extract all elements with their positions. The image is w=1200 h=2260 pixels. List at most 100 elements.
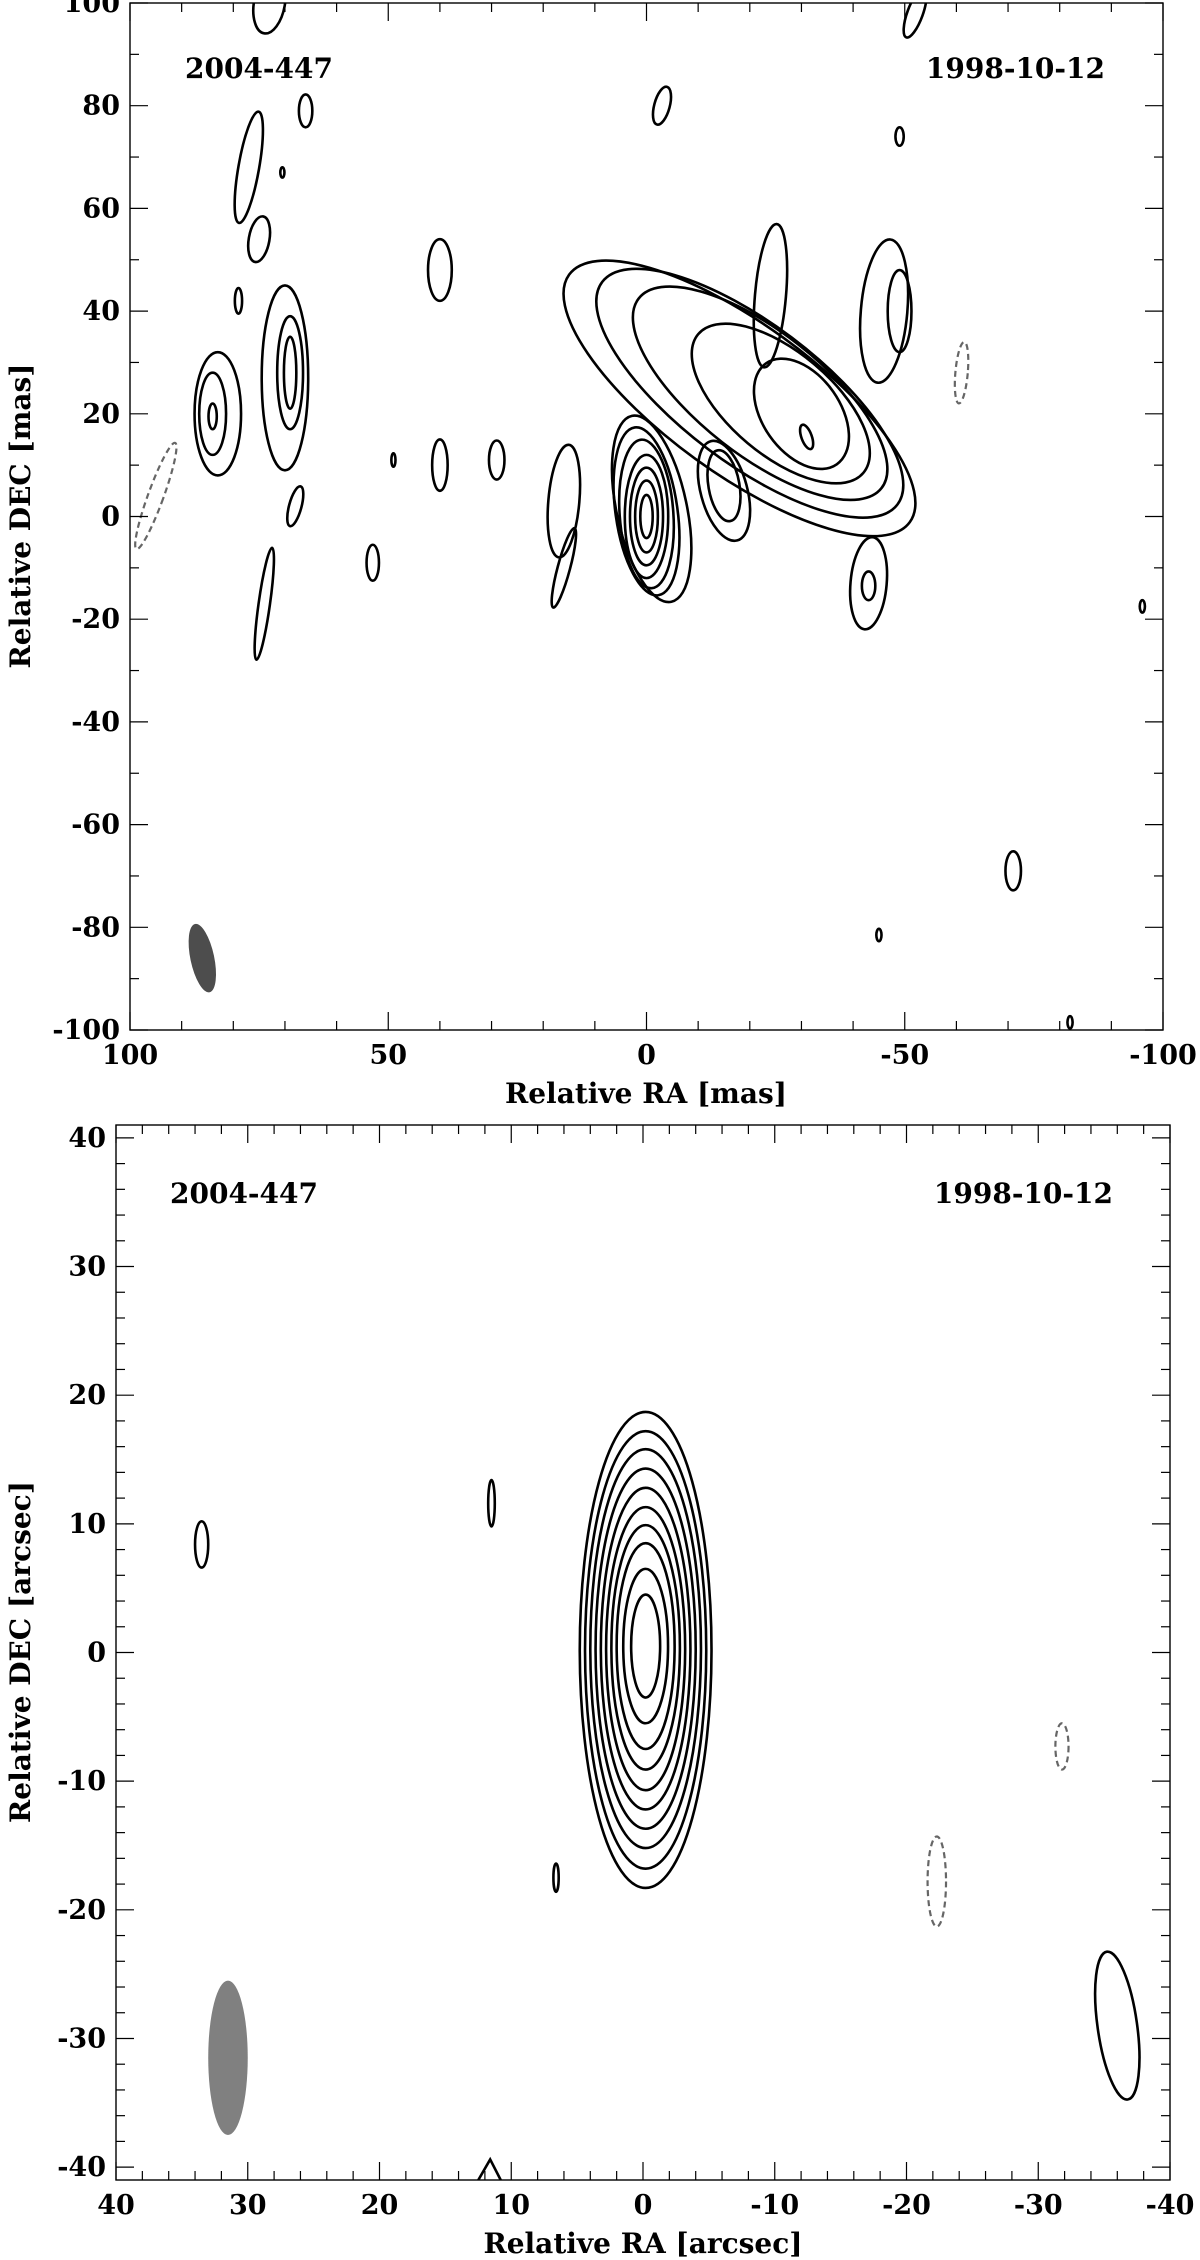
contour-24 (546, 443, 582, 559)
panel-mas: 100 50 0 -50 -100100806040200-20-40-60-80-10… (4, 0, 1197, 1110)
contour-10 (752, 357, 851, 471)
contour-layer (134, 3, 1147, 1030)
tick-label-layer: 100 50 0 -50 -100100806040200-20-40-60-80-10… (52, 0, 1196, 1071)
contour-1 (633, 479, 660, 554)
contour-2 (628, 466, 665, 567)
contour-0 (629, 1593, 662, 1699)
y-tick-label: 20 (82, 399, 120, 430)
contour-20 (651, 85, 673, 126)
contour-22 (902, 3, 928, 39)
x-tick-label: -40 (1146, 2190, 1195, 2221)
contour-2 (615, 1541, 676, 1751)
contour-15 (752, 222, 789, 369)
x-tick-label: -30 (1014, 2190, 1063, 2221)
x-tick-label: 0 (634, 2190, 653, 2221)
contour-38 (233, 110, 265, 225)
contour-layer (193, 1410, 1141, 2180)
contour-17 (858, 238, 910, 385)
contour-26 (487, 439, 506, 481)
y-tick-label: -10 (57, 1766, 106, 1797)
negative-contour-14 (926, 1835, 948, 1928)
contour-44 (1004, 850, 1023, 892)
source-label: 2004-447 (185, 52, 333, 85)
contour-33 (282, 335, 298, 410)
contour-11 (690, 322, 872, 485)
x-tick-label: 100 (102, 1040, 158, 1071)
contour-12 (631, 285, 889, 502)
negative-contour-49 (953, 340, 970, 405)
plot-frame (115, 1124, 1171, 2181)
date-label: 1998-10-12 (926, 52, 1105, 85)
contour-30 (207, 402, 219, 431)
contour-3 (623, 453, 670, 580)
x-axis-title: Relative RA [mas] (505, 1077, 787, 1110)
y-axis-title: Relative DEC [mas] (4, 364, 37, 669)
y-tick-label: -40 (57, 2152, 106, 2183)
beam-ellipse (188, 923, 217, 993)
x-tick-label: 10 (492, 2190, 530, 2221)
contour-29 (365, 543, 381, 582)
contour-13 (1093, 1950, 1141, 2101)
contour-18 (860, 570, 877, 602)
y-tick-label: -40 (71, 707, 120, 738)
plot-frame (129, 2, 1164, 1031)
contour-8 (583, 1429, 708, 1870)
contour-27 (430, 438, 449, 493)
contour-43 (253, 546, 276, 662)
contour-0 (639, 493, 654, 540)
y-axis-title: Relative DEC [arcsec] (4, 1481, 37, 1823)
contour-1 (621, 1567, 670, 1725)
contour-37 (246, 215, 272, 264)
panel-arcsec: 40 30 20 10 0 -10 -20 -30 -40 40 30 20 10 0 -10 -20 -30 -… (4, 1123, 1194, 2260)
contour-9 (578, 1410, 713, 1890)
contour-10 (486, 1478, 497, 1528)
y-tick-label: 40 (82, 296, 120, 327)
contour-47 (1138, 598, 1147, 614)
y-tick-label: -80 (71, 912, 120, 943)
contour-3 (610, 1523, 682, 1771)
contour-14 (562, 259, 917, 538)
contour-19 (848, 535, 889, 631)
x-tick-label: 20 (361, 2190, 399, 2221)
y-tick-label: 40 (68, 1123, 106, 1154)
y-tick-label: -20 (71, 604, 120, 635)
contour-34 (275, 314, 305, 431)
contour-46 (1066, 1014, 1074, 1030)
contour-12 (552, 1862, 560, 1894)
contour-9 (798, 423, 815, 451)
contour-5 (612, 426, 681, 597)
contour-35 (260, 284, 310, 472)
x-tick-label: 50 (369, 1040, 407, 1071)
contour-8 (696, 439, 752, 543)
y-tick-label: 20 (68, 1380, 106, 1411)
beam-ellipse-group (208, 1980, 248, 2135)
y-tick-label: 80 (82, 91, 120, 122)
beam-ellipse-group (188, 923, 217, 993)
contour-40 (297, 93, 314, 129)
x-tick-label: -100 (1129, 1040, 1197, 1071)
negative-contour-15 (1054, 1722, 1070, 1771)
y-tick-label: -100 (52, 1015, 120, 1046)
x-tick-label: -10 (750, 2190, 799, 2221)
y-tick-label: -60 (71, 810, 120, 841)
tick-layer (115, 1125, 1171, 2180)
contour-13 (595, 267, 905, 519)
x-tick-label: -20 (882, 2190, 931, 2221)
source-label: 2004-447 (170, 1177, 318, 1210)
negative-contour-48 (134, 441, 178, 551)
contour-25 (550, 526, 578, 609)
contour-31 (197, 371, 228, 457)
x-axis-title: Relative RA [arcsec] (483, 2227, 802, 2260)
contour-21 (894, 125, 906, 148)
x-tick-label: 0 (637, 1040, 656, 1071)
y-tick-label: -30 (57, 2023, 106, 2054)
x-tick-label: 30 (229, 2190, 267, 2221)
y-tick-label: 10 (68, 1509, 106, 1540)
contour-28 (390, 452, 397, 468)
contour-36 (233, 286, 244, 315)
contour-4 (604, 1505, 687, 1792)
contour-45 (875, 927, 883, 943)
contour-23 (426, 237, 454, 303)
x-tick-label: 40 (97, 2190, 135, 2221)
